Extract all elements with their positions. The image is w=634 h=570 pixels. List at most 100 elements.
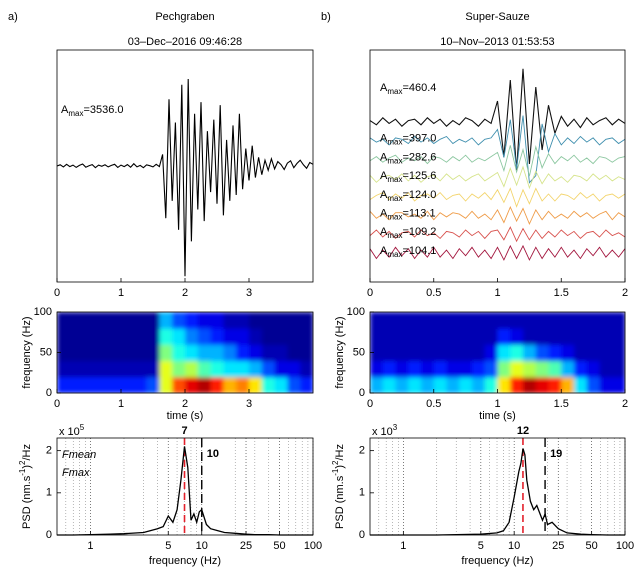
amax-label: Amax=460.4 (380, 82, 436, 96)
y-axis-label-part: PSD (nm.s (334, 475, 346, 529)
spectrogram-cell (95, 360, 109, 378)
y-axis-label-part: ) (21, 465, 33, 469)
y-scale-label: x 103 (372, 423, 398, 438)
amax-symbol: A (380, 151, 388, 163)
spectrogram-cell (69, 376, 84, 394)
x-tick-label: 2 (622, 287, 628, 299)
spectrogram-cell (57, 328, 71, 345)
spectrogram-cell (548, 344, 562, 362)
spectrogram-cell (599, 312, 613, 329)
x-tick-label: 100 (616, 540, 634, 552)
x-axis-label: frequency (Hz) (149, 555, 221, 567)
amax-subscript: max (387, 194, 402, 203)
spectrogram-cell (185, 376, 199, 394)
spectrogram-cell (159, 312, 173, 329)
spectrogram-cell (535, 360, 549, 378)
x-tick-label: 25 (240, 540, 252, 552)
spectrogram-cell (133, 376, 148, 394)
spectrogram-cell (586, 328, 600, 345)
spectrogram-cell (95, 376, 109, 394)
amax-value: =124.0 (402, 189, 436, 201)
y-tick-label: 0 (359, 529, 365, 541)
x-tick-label: 0 (367, 287, 373, 299)
spectrogram-cell (210, 360, 224, 378)
spectrogram-cell (497, 344, 511, 362)
amax-subscript: max (387, 157, 402, 166)
panel-label: b) (321, 11, 331, 23)
amax-label: Amax=282.6 (380, 151, 436, 165)
spectrogram-cell (484, 376, 498, 394)
spectrogram-cell (146, 376, 160, 394)
amax-symbol: A (61, 104, 69, 116)
spectrogram-cell (300, 360, 314, 378)
spectrogram-cell (523, 360, 537, 378)
spectrogram-cell (395, 360, 409, 378)
panel-title: Super-Sauze (465, 11, 529, 23)
spectrogram-cell (274, 344, 288, 362)
x-tick-label: 50 (273, 540, 285, 552)
spectrogram-cell (159, 328, 173, 345)
spectrogram-cell (382, 344, 396, 362)
spectrogram-cell (421, 328, 435, 345)
spectrogram-cell (261, 328, 276, 345)
amax-subscript: max (387, 138, 402, 147)
spectrogram-cell (223, 344, 237, 362)
fmax-label: 7 (181, 425, 187, 437)
spectrogram-cell (433, 360, 447, 378)
y-axis-label: frequency (Hz) (334, 316, 346, 388)
spectrogram-cell (172, 312, 186, 329)
spectrogram-cell (408, 328, 422, 345)
spectrogram-cell (159, 360, 173, 378)
spectrogram-cell (121, 360, 135, 378)
spectrogram-cell (472, 360, 486, 378)
spectrogram-cell (223, 360, 237, 378)
spectrogram-cell (300, 328, 314, 345)
spectrogram-cell (548, 376, 562, 394)
y-tick-label: 100 (347, 306, 365, 318)
spectrogram-cell (484, 312, 498, 329)
y-tick-label: 0 (46, 387, 52, 399)
x-tick-label: 5 (478, 540, 484, 552)
spectrogram-cell (395, 344, 409, 362)
y-tick-label: 50 (353, 346, 365, 358)
spectrogram-cell (261, 376, 276, 394)
spectrogram-cell (484, 328, 498, 345)
spectrogram-cell (586, 360, 600, 378)
spectrogram-cell (287, 376, 301, 394)
spectrogram-cell (172, 376, 186, 394)
spectrogram-cell (510, 376, 524, 394)
x-tick-label: 10 (508, 540, 520, 552)
spectrogram-image (370, 312, 626, 394)
spectrogram-cell (586, 344, 600, 362)
y-tick-label: 0 (46, 529, 52, 541)
spectrogram-cell (523, 312, 537, 329)
spectrogram-cell (249, 360, 263, 378)
spectrogram-cell (249, 376, 263, 394)
spectrogram-cell (82, 344, 96, 362)
spectrogram-cell (408, 376, 422, 394)
amax-label: Amax=109.2 (380, 226, 436, 240)
spectrogram-cell (395, 312, 409, 329)
y-tick-label: 1 (359, 487, 365, 499)
amax-subscript: max (387, 231, 402, 240)
spectrogram-cell (223, 376, 237, 394)
waveform-line (369, 165, 626, 190)
spectrogram-cell (69, 328, 84, 345)
psd-line (57, 446, 313, 536)
spectrogram-cell (510, 328, 524, 345)
x-tick-label: 2 (182, 287, 188, 299)
spectrogram-cell (197, 312, 212, 329)
spectrogram-cell (249, 312, 263, 329)
spectrogram-cell (574, 312, 588, 329)
spectrogram-cell (287, 344, 301, 362)
spectrogram-cell (210, 312, 224, 329)
spectrogram-cell (459, 312, 473, 329)
y-axis-label-part: ) (334, 465, 346, 469)
spectrogram-cell (421, 376, 435, 394)
spectrogram-cell (446, 344, 460, 362)
spectrogram-cell (408, 360, 422, 378)
spectrogram-cell (223, 312, 237, 329)
spectrogram-cell (382, 376, 396, 394)
spectrogram-cell (210, 344, 224, 362)
spectrogram-cell (472, 344, 486, 362)
